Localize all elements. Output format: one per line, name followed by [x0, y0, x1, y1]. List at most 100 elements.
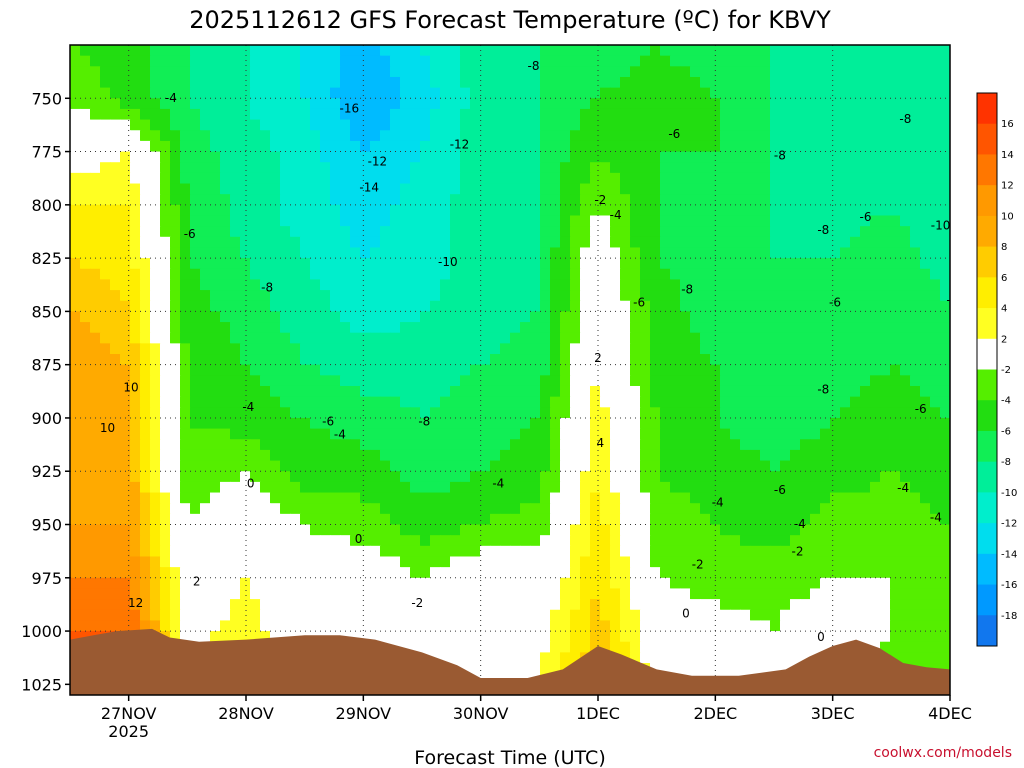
temperature-cell [380, 364, 391, 376]
temperature-cell [670, 556, 681, 568]
temperature-cell [640, 279, 651, 291]
temperature-cell [810, 481, 821, 494]
temperature-cell [640, 609, 651, 622]
temperature-cell [670, 364, 681, 376]
temperature-cell [490, 130, 501, 142]
temperature-cell [890, 449, 901, 462]
temperature-cell [830, 258, 841, 270]
temperature-cell [270, 524, 281, 536]
temperature-cell [720, 354, 731, 366]
temperature-cell [460, 471, 471, 483]
temperature-cell [490, 503, 501, 515]
temperature-cell [240, 311, 251, 323]
temperature-cell [440, 535, 451, 547]
temperature-cell [790, 385, 801, 398]
temperature-cell [340, 332, 351, 344]
temperature-cell [450, 108, 461, 121]
temperature-cell [140, 524, 151, 536]
temperature-cell [570, 76, 581, 89]
temperature-cell [680, 481, 691, 494]
temperature-cell [530, 236, 541, 249]
temperature-cell [470, 588, 481, 600]
temperature-cell [400, 545, 411, 558]
temperature-cell [890, 513, 901, 526]
temperature-cell [400, 343, 411, 355]
temperature-cell [730, 407, 741, 419]
temperature-cell [680, 183, 691, 195]
temperature-cell [380, 140, 391, 153]
temperature-cell [430, 375, 441, 387]
temperature-cell [140, 258, 151, 270]
temperature-cell [90, 417, 101, 430]
temperature-cell [510, 364, 521, 376]
temperature-cell [480, 535, 491, 547]
temperature-cell [240, 503, 251, 515]
temperature-cell [770, 98, 781, 110]
temperature-cell [530, 385, 541, 398]
temperature-cell [580, 407, 591, 419]
temperature-cell [140, 66, 151, 78]
temperature-cell [940, 258, 950, 270]
temperature-cell [580, 322, 591, 334]
temperature-cell [160, 609, 171, 622]
temperature-cell [400, 98, 411, 110]
temperature-cell [70, 215, 81, 227]
temperature-cell [440, 119, 451, 131]
temperature-cell [830, 577, 841, 590]
temperature-cell [540, 258, 551, 270]
temperature-cell [460, 204, 471, 217]
temperature-cell [520, 162, 531, 174]
temperature-cell [850, 332, 861, 344]
temperature-cell [380, 119, 391, 131]
temperature-cell [150, 140, 161, 153]
temperature-cell [660, 76, 671, 89]
temperature-cell [820, 385, 831, 398]
temperature-cell [530, 449, 541, 462]
temperature-cell [220, 98, 231, 110]
temperature-cell [380, 471, 391, 483]
temperature-cell [770, 215, 781, 227]
temperature-cell [760, 513, 771, 526]
temperature-cell [340, 279, 351, 291]
temperature-cell [380, 66, 391, 78]
temperature-cell [270, 130, 281, 142]
temperature-cell [440, 364, 451, 376]
temperature-cell [440, 76, 451, 89]
temperature-cell [110, 268, 121, 281]
temperature-cell [780, 98, 791, 110]
temperature-cell [100, 98, 111, 110]
temperature-cell [900, 396, 911, 408]
temperature-cell [940, 385, 950, 398]
temperature-cell [90, 87, 101, 99]
temperature-cell [650, 588, 661, 600]
temperature-cell [710, 76, 721, 89]
temperature-cell [790, 300, 801, 312]
temperature-cell [160, 364, 171, 376]
temperature-cell [330, 396, 341, 408]
temperature-cell [610, 577, 621, 590]
temperature-cell [130, 98, 141, 110]
temperature-cell [610, 492, 621, 504]
temperature-cell [700, 439, 711, 451]
temperature-cell [910, 204, 921, 217]
temperature-cell [250, 279, 261, 291]
temperature-cell [120, 375, 131, 387]
temperature-cell [780, 236, 791, 249]
temperature-cell [370, 460, 381, 472]
temperature-cell [120, 513, 131, 526]
temperature-cell [450, 322, 461, 334]
temperature-cell [720, 300, 731, 312]
temperature-cell [790, 503, 801, 515]
temperature-cell [860, 140, 871, 153]
temperature-cell [560, 354, 571, 366]
temperature-cell [440, 492, 451, 504]
temperature-cell [740, 364, 751, 376]
temperature-cell [110, 492, 121, 504]
temperature-cell [70, 481, 81, 494]
temperature-cell [490, 183, 501, 195]
temperature-cell [740, 396, 751, 408]
temperature-cell [430, 556, 441, 568]
temperature-cell [740, 471, 751, 483]
temperature-cell [540, 385, 551, 398]
temperature-cell [340, 76, 351, 89]
